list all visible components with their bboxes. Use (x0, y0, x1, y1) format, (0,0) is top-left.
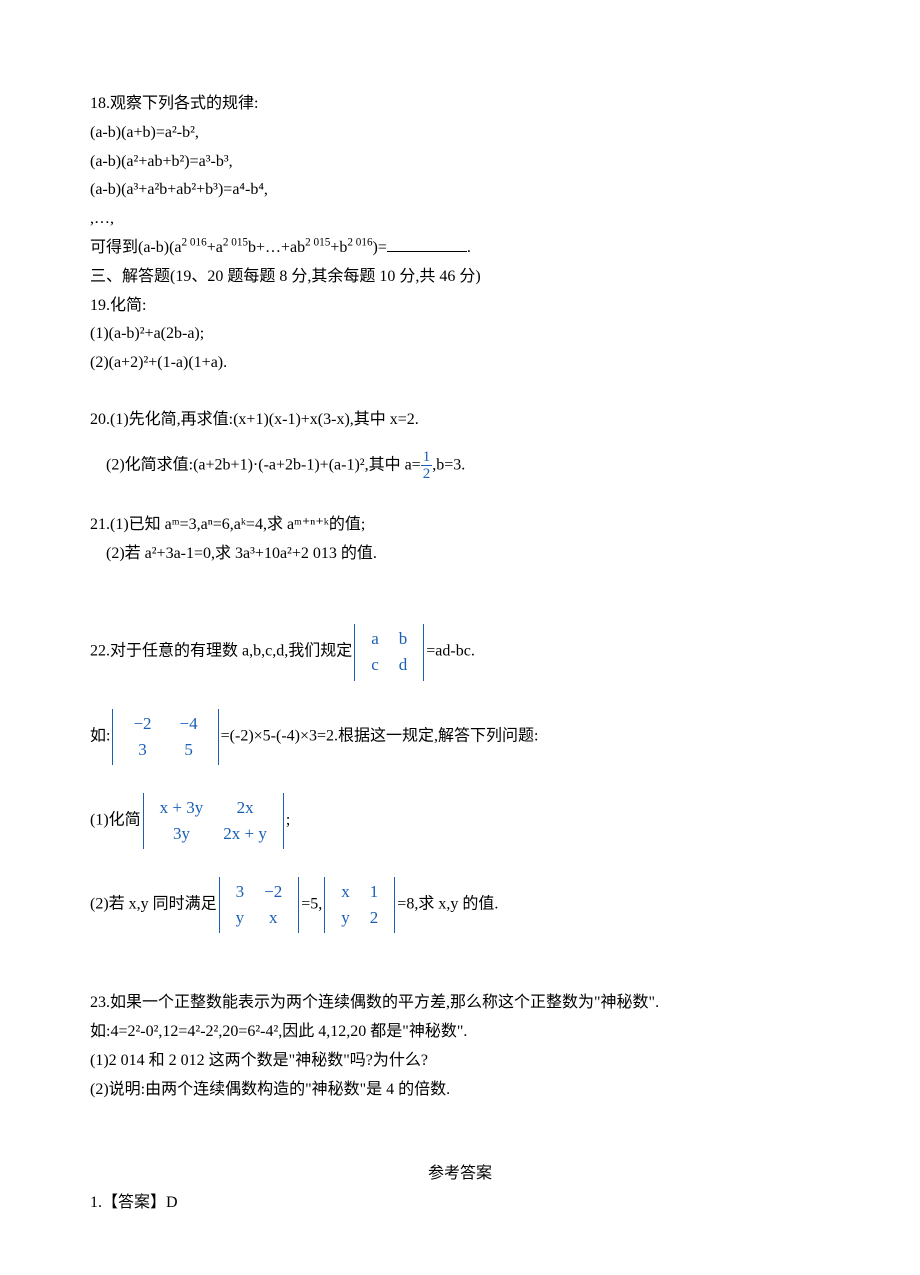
determinant-xy: x + 3y2x3y2x + y (143, 793, 284, 849)
q18-line5: 可得到(a-b)(a2 016+a2 015b+…+ab2 015+b2 016… (90, 234, 830, 263)
det5-r1c2: 1 (360, 879, 389, 905)
q22-intro: 22.对于任意的有理数 a,b,c,d,我们规定abcd=ad-bc. (90, 624, 830, 680)
det1-r2c2: d (389, 652, 418, 678)
q18-l5a: 可得到(a-b)(a (90, 239, 182, 256)
det2-r2c2: 5 (166, 737, 212, 763)
q20-p2b: ,b=3. (432, 456, 465, 473)
det5-r2c1: y (331, 905, 360, 931)
frac-num: 1 (421, 449, 433, 466)
answers-title: 参考答案 (90, 1160, 830, 1189)
determinant-abcd: abcd (354, 624, 424, 680)
sup-2015-1: 2 015 (223, 237, 248, 249)
q18-line3: (a-b)(a³+a²b+ab²+b³)=a⁴-b⁴, (90, 176, 830, 205)
fill-blank (387, 236, 467, 252)
q22-intro-post: =ad-bc. (426, 643, 475, 660)
det1-r2c1: c (361, 652, 389, 678)
det3-r1c1: x + 3y (150, 795, 214, 821)
q22-eg-pre: 如: (90, 727, 110, 744)
q22-example: 如:−2−435=(-2)×5-(-4)×3=2.根据这一规定,解答下列问题: (90, 709, 830, 765)
sup-2015-2: 2 015 (305, 237, 330, 249)
q21-p2-text: (2)若 a²+3a-1=0,求 3a³+10a²+2 013 的值. (106, 545, 377, 562)
section3-header: 三、解答题(19、20 题每题 8 分,其余每题 10 分,共 46 分) (90, 263, 830, 292)
q19-p1: (1)(a-b)²+a(2b-a); (90, 320, 830, 349)
q22-p2-pre: (2)若 x,y 同时满足 (90, 896, 217, 913)
det4-r2c1: y (226, 905, 255, 931)
det4-r2c2: x (254, 905, 292, 931)
q18-period: . (467, 239, 471, 256)
det2-r1c2: −4 (166, 711, 212, 737)
q20-p2: (2)化简求值:(a+2b+1)·(-a+2b-1)+(a-1)²,其中 a=1… (90, 449, 830, 483)
q22-p1-post: ; (286, 811, 290, 828)
q18-l5c: b+…+ab (248, 239, 305, 256)
q22-p1: (1)化简x + 3y2x3y2x + y; (90, 793, 830, 849)
q23-l2: 如:4=2²-0²,12=4²-2²,20=6²-4²,因此 4,12,20 都… (90, 1018, 830, 1047)
answer-1: 1.【答案】D (90, 1189, 830, 1218)
q18-l5d: +b (330, 239, 347, 256)
fraction-half: 12 (421, 449, 433, 483)
det3-r2c1: 3y (150, 821, 214, 847)
q18-l5b: +a (207, 239, 223, 256)
frac-den: 2 (421, 465, 433, 483)
det3-r2c2: 2x + y (213, 821, 277, 847)
q18-line2: (a-b)(a²+ab+b²)=a³-b³, (90, 148, 830, 177)
sup-2016-2: 2 016 (347, 237, 372, 249)
q22-intro-text: 22.对于任意的有理数 a,b,c,d,我们规定 (90, 643, 352, 660)
q19-title: 19.化简: (90, 292, 830, 321)
q18-line4: ,…, (90, 205, 830, 234)
det2-r1c1: −2 (119, 711, 165, 737)
determinant-example: −2−435 (112, 709, 218, 765)
det5-r2c2: 2 (360, 905, 389, 931)
determinant-3neg2yx: 3−2yx (219, 877, 300, 933)
q23-l1: 23.如果一个正整数能表示为两个连续偶数的平方差,那么称这个正整数为"神秘数". (90, 989, 830, 1018)
q21-p1: 21.(1)已知 aᵐ=3,aⁿ=6,aᵏ=4,求 aᵐ⁺ⁿ⁺ᵏ的值; (90, 511, 830, 540)
det3-r1c2: 2x (213, 795, 277, 821)
q20-p1: 20.(1)先化简,再求值:(x+1)(x-1)+x(3-x),其中 x=2. (90, 406, 830, 435)
det4-r1c1: 3 (226, 879, 255, 905)
q22-p2-post: =8,求 x,y 的值. (397, 896, 498, 913)
q22-p1-pre: (1)化简 (90, 811, 141, 828)
det2-r2c1: 3 (119, 737, 165, 763)
q18-line1: (a-b)(a+b)=a²-b², (90, 119, 830, 148)
det1-r1c2: b (389, 626, 418, 652)
q21-p2: (2)若 a²+3a-1=0,求 3a³+10a²+2 013 的值. (90, 540, 830, 569)
q19-p2: (2)(a+2)²+(1-a)(1+a). (90, 349, 830, 378)
q18-title: 18.观察下列各式的规律: (90, 90, 830, 119)
q20-p2a: (2)化简求值:(a+2b+1)·(-a+2b-1)+(a-1)²,其中 a= (106, 456, 421, 473)
q23-l3: (1)2 014 和 2 012 这两个数是"神秘数"吗?为什么? (90, 1047, 830, 1076)
determinant-x1y2: x1y2 (324, 877, 395, 933)
q22-eg-post: =(-2)×5-(-4)×3=2.根据这一规定,解答下列问题: (221, 727, 539, 744)
q22-p2: (2)若 x,y 同时满足3−2yx=5,x1y2=8,求 x,y 的值. (90, 877, 830, 933)
q22-p2-mid: =5, (301, 896, 322, 913)
sup-2016-1: 2 016 (182, 237, 207, 249)
q18-l5e: )= (373, 239, 387, 256)
q23-l4: (2)说明:由两个连续偶数构造的"神秘数"是 4 的倍数. (90, 1076, 830, 1105)
det4-r1c2: −2 (254, 879, 292, 905)
det1-r1c1: a (361, 626, 389, 652)
det5-r1c1: x (331, 879, 360, 905)
